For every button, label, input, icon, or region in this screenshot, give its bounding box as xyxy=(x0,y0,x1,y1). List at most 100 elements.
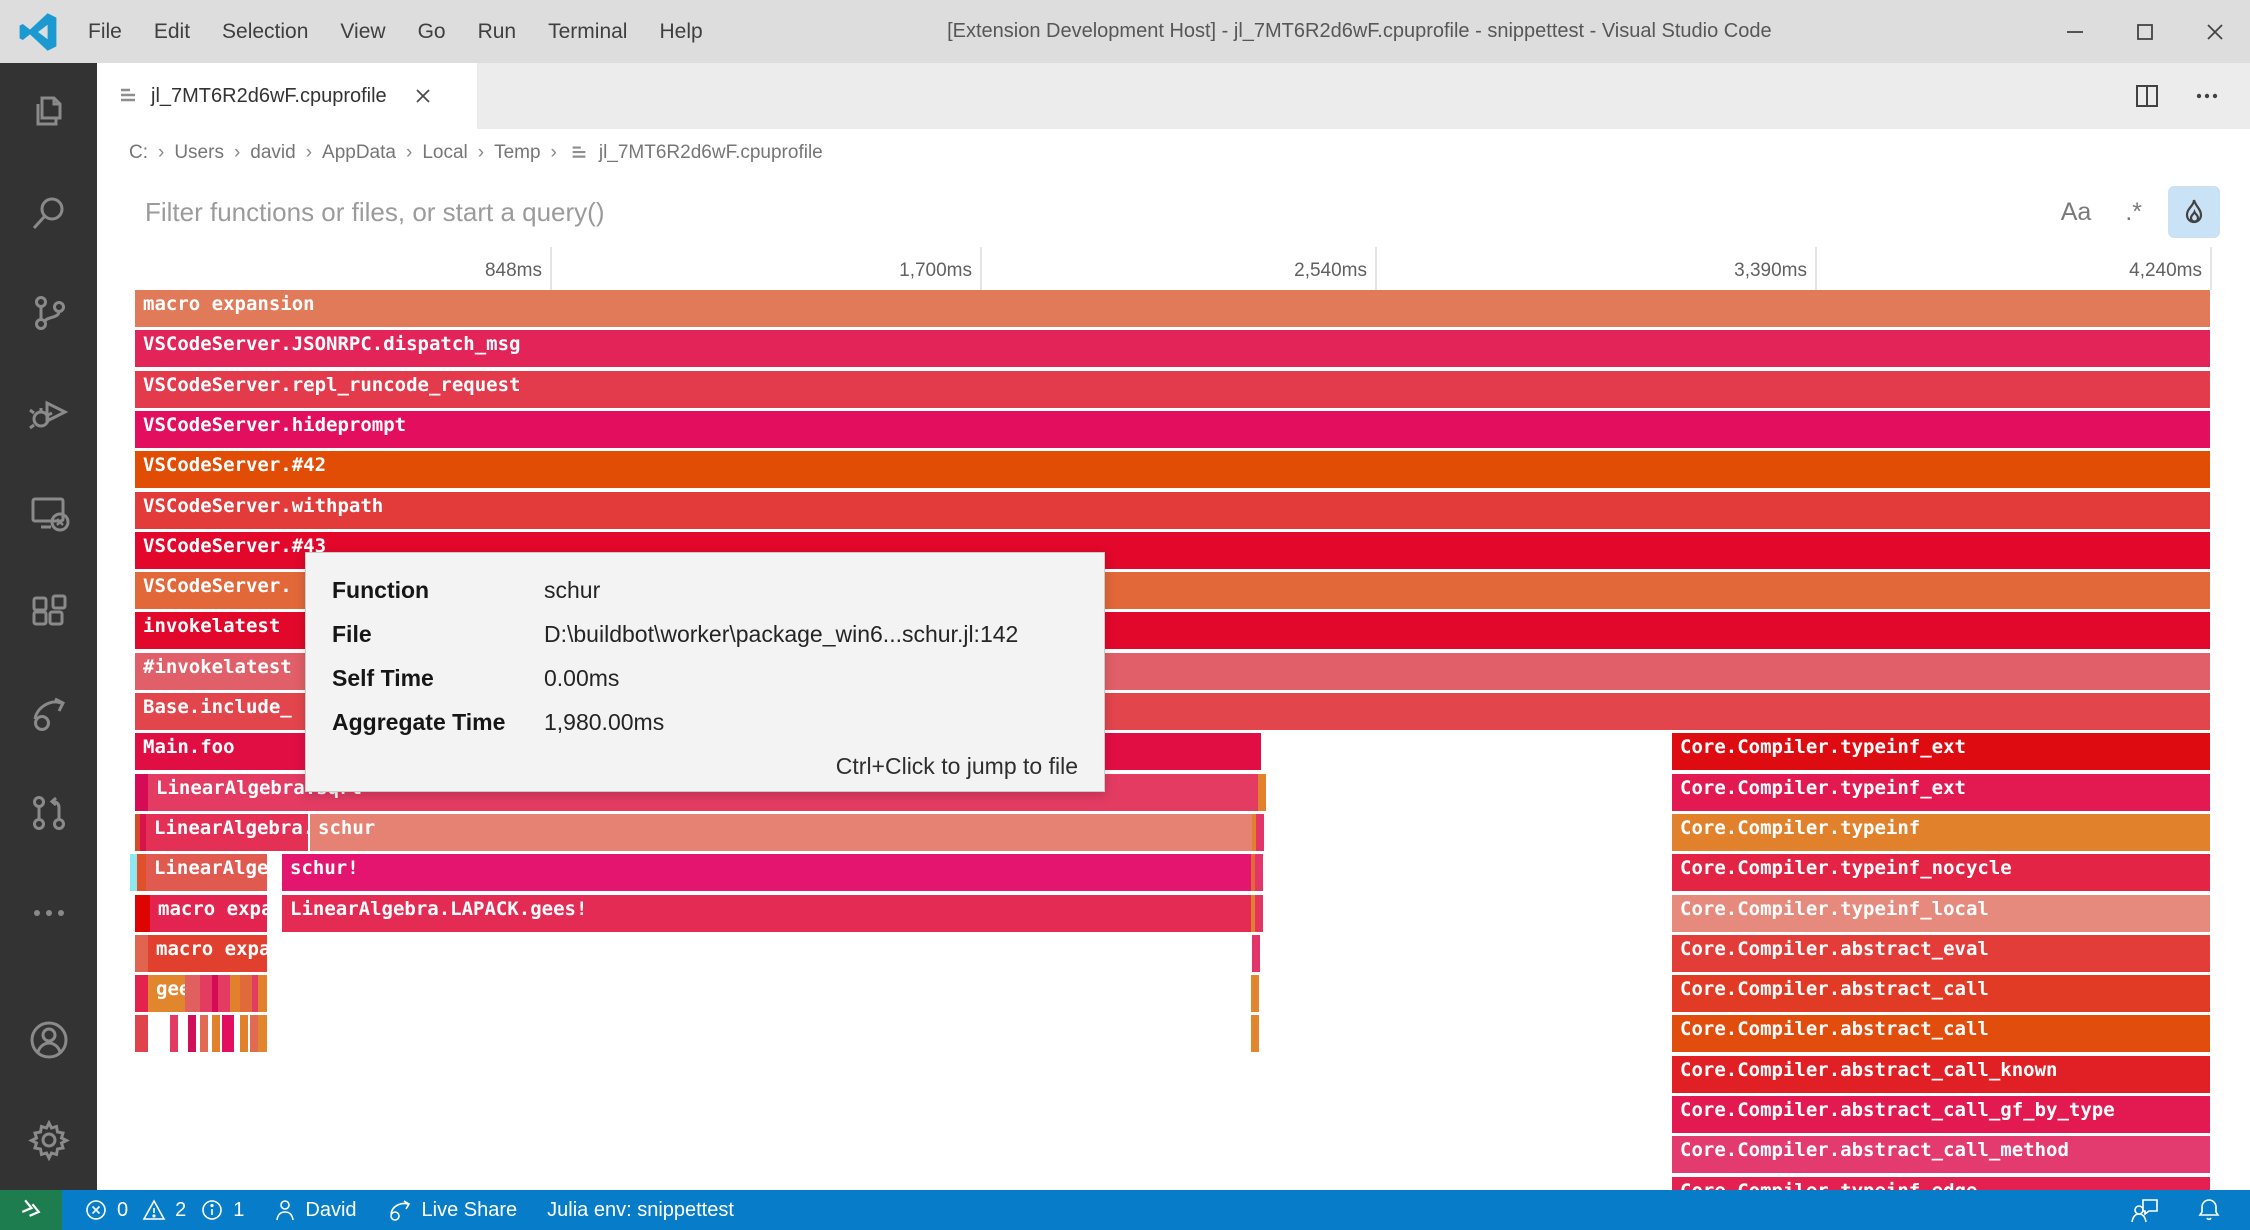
breadcrumb-item[interactable]: Local xyxy=(422,142,468,163)
menu-run[interactable]: Run xyxy=(477,20,517,43)
flame-bar-core-compiler-abstract-call[interactable]: Core.Compiler.abstract_call xyxy=(1672,1015,2210,1052)
flame-bar-sliver[interactable] xyxy=(1255,854,1263,891)
breadcrumb-item[interactable]: C: xyxy=(129,142,148,163)
match-case-button[interactable]: Aa xyxy=(2060,197,2092,226)
flame-bar-sliver[interactable] xyxy=(200,1015,208,1052)
breadcrumb-item[interactable]: Temp xyxy=(494,142,541,163)
flame-bar-macro-expansion[interactable]: macro expansion xyxy=(135,290,2210,327)
flame-bar-sliver[interactable] xyxy=(130,854,138,891)
flame-bar-sliver[interactable] xyxy=(258,1015,267,1052)
flame-bar-schur[interactable]: schur xyxy=(310,814,1252,851)
flame-bar-macro-expansion[interactable]: macro expansion xyxy=(150,895,267,932)
sidebar-item-search[interactable] xyxy=(0,163,97,263)
sidebar-item-source-control[interactable] xyxy=(0,263,97,363)
breadcrumb-item[interactable]: david xyxy=(250,142,296,163)
flame-bar-core-compiler-typeinf-local[interactable]: Core.Compiler.typeinf_local xyxy=(1672,895,2210,932)
flame-bar-core-compiler-typeinf-nocycle[interactable]: Core.Compiler.typeinf_nocycle xyxy=(1672,854,2210,891)
live-share-status[interactable]: Live Share xyxy=(387,1198,517,1222)
close-button[interactable] xyxy=(2180,0,2250,63)
sidebar-item-run-debug[interactable] xyxy=(0,363,97,463)
flame-bar-sliver[interactable] xyxy=(135,935,148,972)
sidebar-item-settings[interactable] xyxy=(0,1090,97,1190)
flame-bar-vscodeserver-jsonrpc-dispatch-msg[interactable]: VSCodeServer.JSONRPC.dispatch_msg xyxy=(135,330,2210,367)
minimize-button[interactable] xyxy=(2040,0,2110,63)
flame-bar-sliver[interactable] xyxy=(135,814,143,851)
flame-bar-linearalgebra-schur[interactable]: LinearAlgebra.schur xyxy=(146,814,308,851)
flame-bar-sliver[interactable] xyxy=(218,975,230,1012)
flame-bar-sliver[interactable] xyxy=(140,814,148,851)
flame-bar-sliver[interactable] xyxy=(135,895,150,932)
sidebar-item-github-pr[interactable] xyxy=(0,763,97,863)
flame-bar-core-compiler-abstract-call-method[interactable]: Core.Compiler.abstract_call_method xyxy=(1672,1136,2210,1173)
breadcrumb-item[interactable]: AppData xyxy=(322,142,396,163)
flame-bar-sliver[interactable] xyxy=(222,1015,234,1052)
flame-bar-sliver[interactable] xyxy=(135,774,148,811)
sidebar-item-more[interactable] xyxy=(0,863,97,963)
flame-bar-core-compiler-abstract-eval[interactable]: Core.Compiler.abstract_eval xyxy=(1672,935,2210,972)
regex-button[interactable]: .* xyxy=(2125,197,2142,226)
flame-bar-vscodeserver-hideprompt[interactable]: VSCodeServer.hideprompt xyxy=(135,411,2210,448)
flame-bar-vscodeserver-42[interactable]: VSCodeServer.#42 xyxy=(135,451,2210,488)
flame-bar-sliver[interactable] xyxy=(137,854,146,891)
menu-selection[interactable]: Selection xyxy=(222,20,309,43)
flame-bar-sliver[interactable] xyxy=(258,975,267,1012)
sidebar-item-account[interactable] xyxy=(0,990,97,1090)
flame-bar-schur[interactable]: schur! xyxy=(282,854,1251,891)
menu-go[interactable]: Go xyxy=(417,20,446,43)
flame-bar-sliver[interactable] xyxy=(252,975,260,1012)
julia-env-status[interactable]: Julia env: snippettest xyxy=(547,1199,734,1222)
flame-bar-sliver[interactable] xyxy=(1256,814,1264,851)
menu-terminal[interactable]: Terminal xyxy=(548,20,628,43)
more-actions-icon[interactable] xyxy=(2194,83,2220,109)
menu-edit[interactable]: Edit xyxy=(153,20,191,43)
menu-view[interactable]: View xyxy=(340,20,386,43)
remote-indicator[interactable] xyxy=(0,1190,62,1230)
flame-bar-vscodeserver-withpath[interactable]: VSCodeServer.withpath xyxy=(135,492,2210,529)
breadcrumb-file[interactable]: jl_7MT6R2d6wF.cpuprofile xyxy=(598,142,823,163)
flame-bar-core-compiler-abstract-call-gf-by-type[interactable]: Core.Compiler.abstract_call_gf_by_type xyxy=(1672,1096,2210,1133)
flame-bar-sliver[interactable] xyxy=(200,975,212,1012)
flame-bar-core-compiler-typeinf[interactable]: Core.Compiler.typeinf xyxy=(1672,814,2210,851)
flame-bar-sliver[interactable] xyxy=(240,1015,248,1052)
sidebar-item-live-share[interactable] xyxy=(0,663,97,763)
flame-bar-sliver[interactable] xyxy=(1255,895,1263,932)
flame-bar-macro-expansion[interactable]: macro expansion xyxy=(148,935,267,972)
flame-bar-sliver[interactable] xyxy=(240,975,252,1012)
flame-bar-gees[interactable]: gees! xyxy=(148,975,185,1012)
flame-bar-core-compiler-abstract-call[interactable]: Core.Compiler.abstract_call xyxy=(1672,975,2210,1012)
flame-bar-linearalgebra-schur[interactable]: LinearAlgebra.schur! xyxy=(146,854,267,891)
flame-bar-sliver[interactable] xyxy=(1252,935,1260,972)
flame-bar-vscodeserver-repl-runcode-request[interactable]: VSCodeServer.repl_runcode_request xyxy=(135,371,2210,408)
flame-bar-sliver[interactable] xyxy=(1258,774,1266,811)
flame-bar-core-compiler-typeinf-ext[interactable]: Core.Compiler.typeinf_ext xyxy=(1672,733,2210,770)
flame-bar-sliver[interactable] xyxy=(135,1015,148,1052)
sidebar-item-remote-explorer[interactable] xyxy=(0,463,97,563)
flamegraph-toggle-button[interactable] xyxy=(2168,186,2220,238)
flame-bar-sliver[interactable] xyxy=(250,1015,258,1052)
filter-input[interactable] xyxy=(145,196,2053,228)
sidebar-item-extensions[interactable] xyxy=(0,563,97,663)
feedback-icon[interactable] xyxy=(2130,1197,2160,1223)
menu-file[interactable]: File xyxy=(88,20,122,43)
notifications-bell-icon[interactable] xyxy=(2196,1197,2222,1223)
breadcrumb-item[interactable]: Users xyxy=(174,142,224,163)
flame-bar-linearalgebra-lapack-gees[interactable]: LinearAlgebra.LAPACK.gees! xyxy=(282,895,1251,932)
flame-bar-sliver[interactable] xyxy=(188,1015,196,1052)
account-status[interactable]: David xyxy=(274,1198,357,1222)
flame-bar-sliver[interactable] xyxy=(212,975,220,1012)
tab-cpuprofile[interactable]: jl_7MT6R2d6wF.cpuprofile xyxy=(97,63,477,129)
problems-indicator[interactable]: 0 2 1 xyxy=(84,1198,244,1222)
maximize-button[interactable] xyxy=(2110,0,2180,63)
flame-bar-sliver[interactable] xyxy=(1251,1015,1259,1052)
sidebar-item-explorer[interactable] xyxy=(0,63,97,163)
flame-bar-sliver[interactable] xyxy=(185,975,200,1012)
split-editor-icon[interactable] xyxy=(2134,83,2160,109)
flame-bar-core-compiler-abstract-call-known[interactable]: Core.Compiler.abstract_call_known xyxy=(1672,1056,2210,1093)
flame-bar-sliver[interactable] xyxy=(230,975,240,1012)
flame-bar-sliver[interactable] xyxy=(212,1015,220,1052)
flame-bar-core-compiler-typeinf-ext[interactable]: Core.Compiler.typeinf_ext xyxy=(1672,774,2210,811)
tab-close-icon[interactable] xyxy=(413,86,433,106)
flame-bar-sliver[interactable] xyxy=(170,1015,178,1052)
menu-help[interactable]: Help xyxy=(659,20,703,43)
flame-bar-sliver[interactable] xyxy=(1251,975,1259,1012)
